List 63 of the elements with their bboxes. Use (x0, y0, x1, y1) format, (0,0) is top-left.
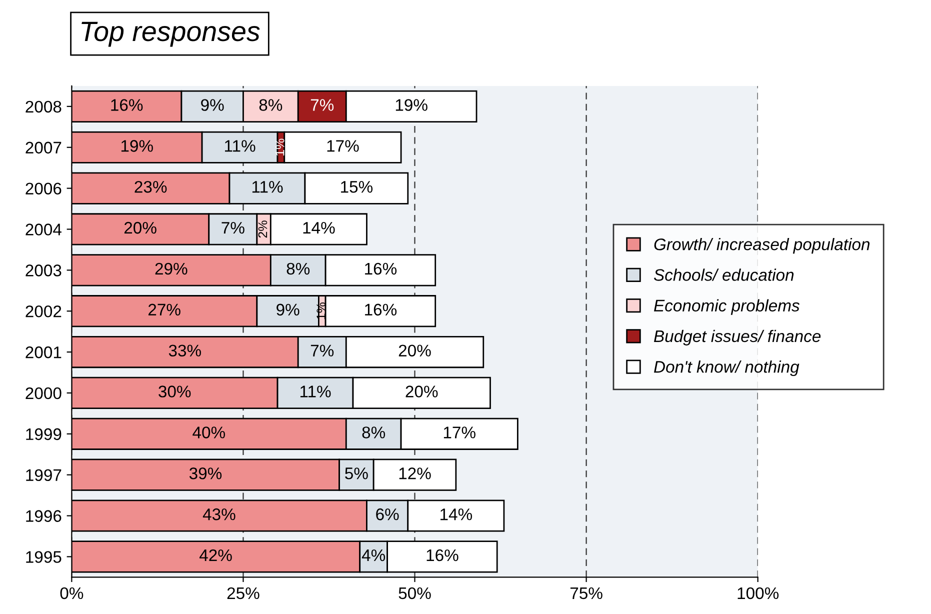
legend-label: Schools/ education (654, 268, 794, 281)
y-tick-label: 2000 (26, 387, 62, 400)
y-tick-label: 2006 (26, 182, 62, 194)
y-tick-label: 1996 (26, 510, 62, 522)
data-label: 12% (399, 468, 431, 480)
data-label: 9% (201, 99, 224, 111)
y-tick-label: 2008 (26, 100, 62, 113)
legend-label: Economic problems (654, 299, 800, 315)
data-label: 29% (155, 262, 188, 275)
data-label: 16% (111, 99, 143, 111)
data-label: 11% (300, 386, 331, 398)
data-label: 15% (341, 181, 373, 193)
x-tick-label: 100% (738, 587, 779, 600)
x-tick-label: 25% (227, 587, 260, 600)
data-label: 11% (252, 181, 283, 193)
data-label: 4% (362, 549, 386, 562)
x-tick-label: 50% (398, 587, 431, 600)
data-label: 6% (376, 508, 399, 520)
data-label: 16% (426, 549, 458, 562)
data-label: 2% (258, 220, 268, 238)
data-label: 20% (398, 344, 431, 356)
data-label: 7% (310, 344, 334, 356)
data-label: 17% (327, 140, 359, 152)
data-label: 20% (406, 386, 438, 398)
data-label: 23% (134, 180, 167, 193)
data-label: 9% (276, 304, 300, 316)
data-label: 1% (276, 138, 284, 156)
legend-label: Don't know/ nothing (654, 360, 800, 376)
data-label: 20% (124, 222, 156, 234)
legend-label: Growth/ increased population (654, 238, 870, 254)
y-tick-label: 1995 (26, 551, 62, 563)
data-label: 8% (259, 99, 282, 111)
data-label: 5% (345, 468, 368, 480)
data-label: 14% (440, 508, 472, 520)
x-tick-label: 75% (570, 587, 602, 600)
data-label: 7% (310, 99, 334, 111)
y-tick-label: 2004 (26, 224, 62, 236)
y-tick-label: 2003 (26, 264, 62, 276)
chart-title: Top responses (82, 22, 260, 47)
data-label: 17% (444, 426, 476, 438)
y-tick-label: 2007 (26, 142, 62, 154)
data-label: 42% (199, 549, 232, 562)
data-label: 19% (121, 140, 153, 152)
data-label: 8% (286, 262, 310, 275)
legend-label: Budget issues/ finance (654, 330, 821, 346)
x-tick-label: 0% (60, 587, 84, 600)
y-tick-label: 2001 (26, 346, 62, 358)
data-label: 40% (192, 426, 226, 438)
data-label: 11% (225, 140, 256, 152)
data-label: 7% (222, 222, 244, 234)
data-label: 33% (168, 344, 201, 356)
data-label: 19% (396, 99, 428, 111)
y-tick-label: 1999 (26, 428, 62, 440)
y-tick-label: 1997 (26, 469, 62, 482)
data-label: 8% (362, 426, 386, 438)
data-label: 16% (365, 262, 397, 275)
data-label: 27% (148, 304, 180, 316)
data-label: 43% (202, 508, 236, 520)
data-label: 30% (158, 386, 191, 398)
data-label: 14% (303, 222, 335, 234)
data-label: 39% (189, 468, 222, 480)
data-label: 16% (365, 304, 397, 316)
y-tick-label: 2002 (26, 305, 62, 318)
